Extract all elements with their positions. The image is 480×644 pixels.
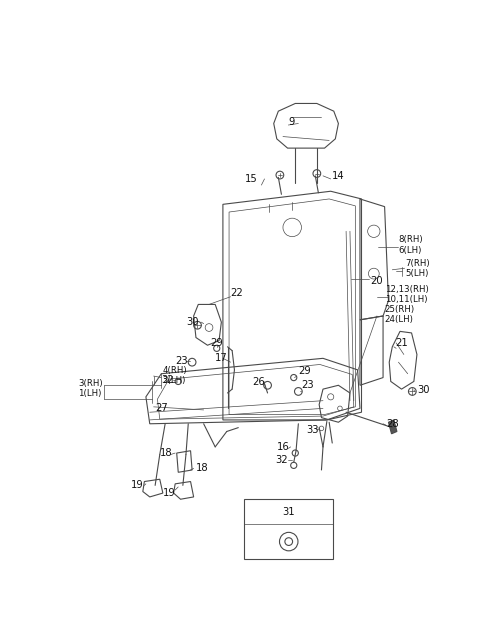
Text: 18: 18 (196, 464, 209, 473)
Text: 30: 30 (417, 385, 430, 395)
Polygon shape (388, 420, 397, 434)
Text: 21: 21 (396, 338, 408, 348)
Text: 14: 14 (332, 171, 345, 181)
Text: 18: 18 (160, 448, 172, 458)
Text: 19: 19 (163, 488, 176, 498)
Text: 20: 20 (371, 276, 384, 287)
Text: 26: 26 (252, 377, 265, 387)
Text: 23: 23 (175, 355, 188, 366)
Text: 28: 28 (386, 419, 399, 429)
Text: 29: 29 (299, 366, 311, 377)
Text: 16: 16 (277, 442, 289, 452)
Text: 32: 32 (161, 375, 174, 385)
Text: 15: 15 (244, 174, 257, 184)
Text: 17: 17 (215, 354, 228, 363)
Text: 31: 31 (282, 507, 295, 516)
Text: 12,13(RH)
10,11(LH): 12,13(RH) 10,11(LH) (384, 285, 428, 304)
Text: 27: 27 (155, 403, 168, 413)
Text: 32: 32 (275, 455, 288, 465)
Text: 8(RH)
6(LH): 8(RH) 6(LH) (398, 236, 423, 255)
Text: 19: 19 (131, 480, 143, 490)
Text: 29: 29 (210, 338, 223, 348)
Text: 22: 22 (230, 288, 243, 298)
Text: 23: 23 (301, 380, 314, 390)
Text: 3(RH)
1(LH): 3(RH) 1(LH) (78, 379, 103, 398)
Text: 4(RH)
2(LH): 4(RH) 2(LH) (163, 366, 188, 385)
Text: 7(RH)
5(LH): 7(RH) 5(LH) (406, 258, 430, 278)
Text: 25(RH)
24(LH): 25(RH) 24(LH) (384, 305, 415, 324)
Text: 30: 30 (186, 317, 198, 327)
Text: 9: 9 (288, 117, 295, 127)
Bar (244, 499, 333, 559)
Text: 33: 33 (306, 425, 319, 435)
